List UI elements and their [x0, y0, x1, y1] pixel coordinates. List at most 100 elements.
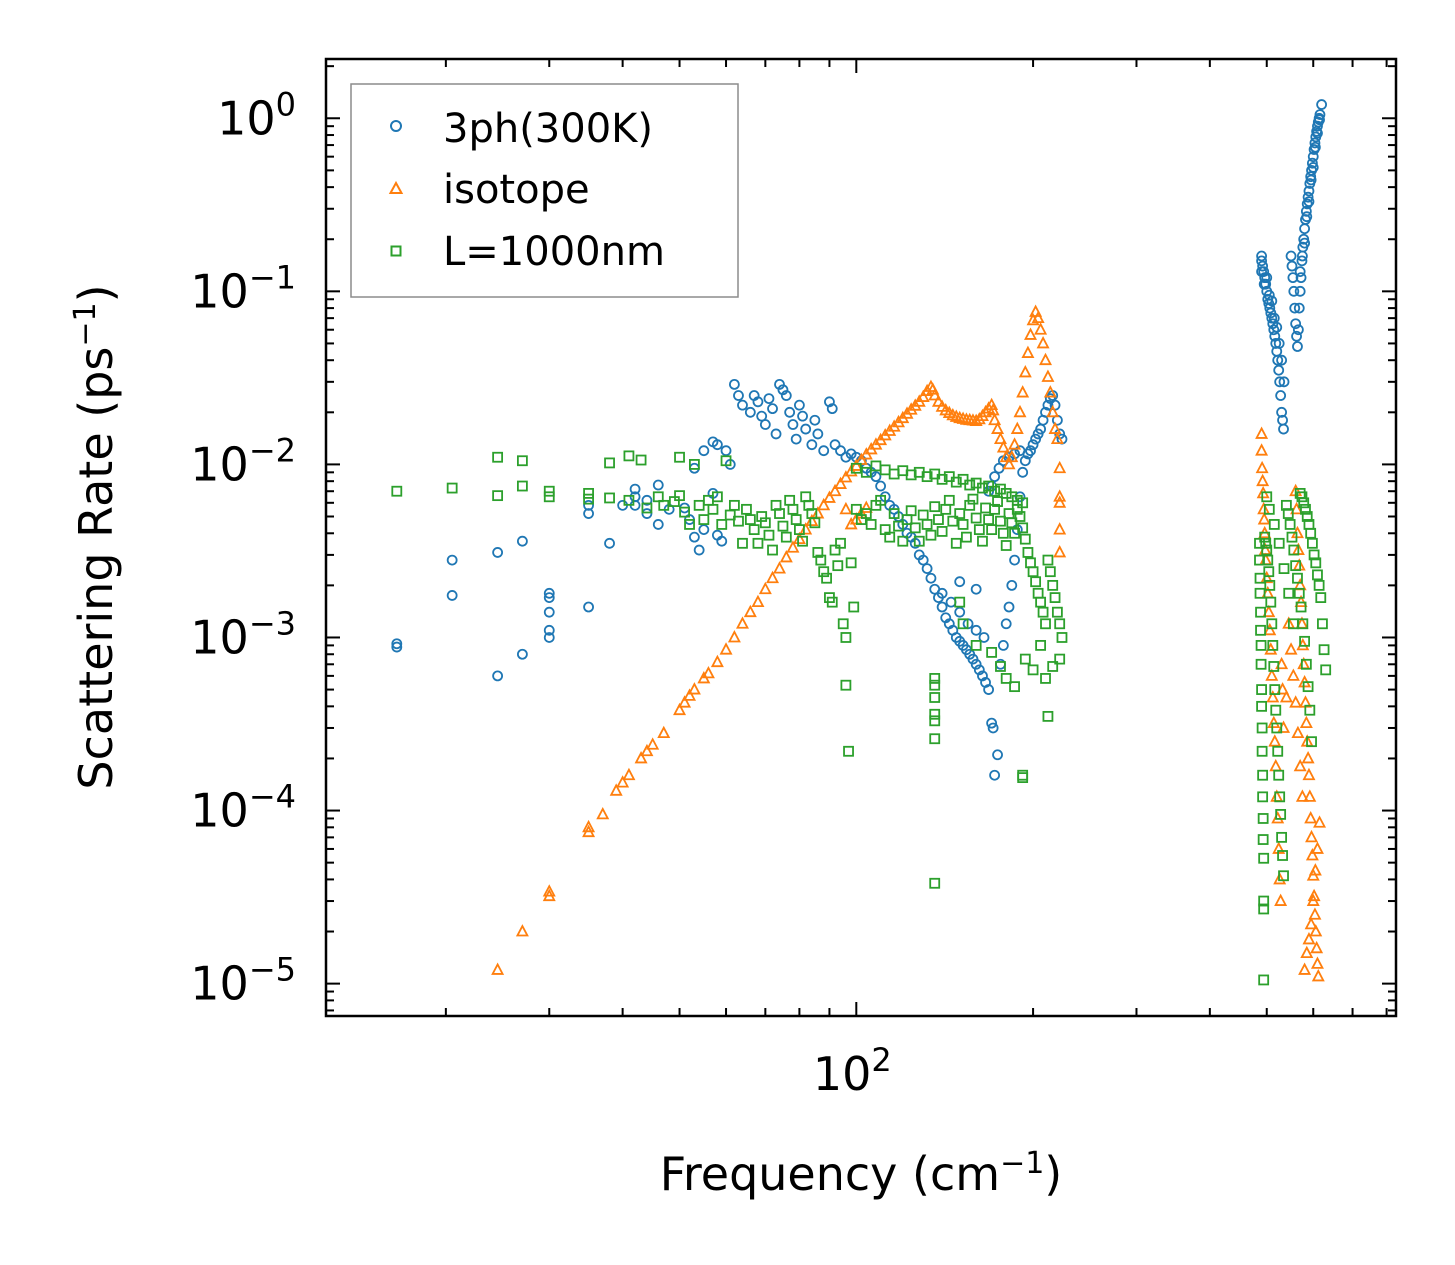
data-point — [875, 494, 887, 506]
data-point — [1008, 437, 1022, 450]
data-point — [817, 497, 831, 511]
data-point — [1025, 445, 1036, 457]
data-point — [997, 639, 1009, 651]
data-point — [1293, 302, 1305, 314]
data-point — [652, 491, 664, 503]
data-point — [767, 544, 778, 556]
data-point — [1021, 345, 1035, 358]
data-point — [793, 399, 805, 411]
legend: 3ph(300K) isotope L=1000nm — [350, 83, 739, 298]
data-point — [989, 769, 1001, 781]
legend-marker-triangle — [388, 180, 404, 194]
data-point — [1264, 302, 1276, 314]
data-point — [826, 596, 838, 608]
data-point — [1295, 601, 1307, 613]
data-point — [1256, 250, 1267, 262]
axes: 100 10−1 10−2 10−3 10−4 10−5 102 — [190, 59, 1396, 1101]
data-point — [1268, 324, 1280, 336]
data-point — [744, 406, 756, 418]
y-tick-label: 10−1 — [190, 258, 296, 318]
data-point — [1005, 449, 1019, 463]
data-point — [826, 403, 838, 415]
data-point — [957, 618, 969, 630]
data-point — [793, 524, 805, 536]
data-point — [1286, 668, 1300, 681]
data-point — [1255, 639, 1267, 651]
data-point — [701, 665, 715, 679]
legend-label: 3ph(300K) — [443, 106, 653, 152]
data-point — [582, 819, 596, 833]
y-tick-label: 10−5 — [190, 951, 296, 1011]
data-point — [616, 775, 630, 788]
data-point — [1290, 501, 1304, 515]
data-point — [391, 485, 403, 497]
data-point — [929, 501, 941, 513]
data-point — [797, 410, 808, 422]
data-point — [1051, 606, 1063, 618]
data-point — [1050, 431, 1064, 445]
data-point — [684, 519, 695, 530]
data-point — [1000, 540, 1012, 551]
data-point — [931, 394, 945, 407]
data-point — [1262, 554, 1274, 566]
data-point — [1315, 592, 1327, 603]
data-point — [491, 962, 505, 975]
data-point — [727, 630, 741, 643]
data-point — [821, 572, 832, 584]
data-point — [849, 458, 863, 471]
data-point — [1003, 601, 1015, 613]
data-point — [1265, 668, 1279, 681]
data-point — [1009, 554, 1020, 566]
data-point — [1274, 376, 1286, 388]
data-point — [1271, 811, 1285, 824]
data-point — [822, 490, 836, 503]
data-point — [516, 455, 528, 467]
data-point — [1284, 642, 1298, 655]
data-point — [921, 471, 933, 483]
data-point — [992, 496, 1003, 507]
data-point — [1257, 769, 1269, 781]
data-point — [641, 502, 653, 514]
data-point — [1301, 751, 1315, 764]
data-point — [913, 535, 925, 547]
data-point — [604, 492, 615, 504]
data-point — [707, 503, 719, 515]
data-point — [1257, 834, 1269, 845]
data-point — [829, 439, 841, 451]
data-point — [737, 399, 748, 411]
data-point — [848, 601, 860, 613]
data-point — [1273, 871, 1287, 885]
data-point — [1296, 491, 1308, 503]
data-point — [1305, 829, 1319, 843]
data-point — [1292, 341, 1303, 352]
data-point — [839, 470, 853, 483]
data-point — [1268, 734, 1282, 747]
data-point — [1054, 653, 1066, 665]
data-point — [641, 494, 653, 506]
data-point — [790, 433, 802, 445]
data-point — [652, 519, 664, 530]
data-point — [790, 514, 802, 525]
data-point — [1314, 114, 1325, 126]
data-point — [1316, 99, 1328, 110]
data-point — [774, 378, 785, 390]
data-point — [828, 483, 842, 497]
data-point — [1276, 831, 1288, 843]
data-point — [1298, 962, 1312, 975]
data-point — [1306, 736, 1317, 748]
data-point — [1305, 527, 1317, 539]
data-point — [1009, 681, 1020, 693]
data-point — [1298, 497, 1310, 509]
data-point — [1016, 385, 1030, 398]
data-point — [806, 439, 818, 451]
data-point — [763, 393, 775, 405]
data-point — [1273, 338, 1285, 349]
data-point — [1296, 255, 1308, 267]
y-axis-label-exp: −1 — [68, 302, 103, 346]
data-point — [1307, 888, 1321, 902]
data-point — [604, 537, 615, 549]
data-point — [515, 924, 529, 937]
data-point — [716, 519, 728, 530]
data-point — [728, 378, 740, 390]
data-point — [1035, 596, 1047, 608]
